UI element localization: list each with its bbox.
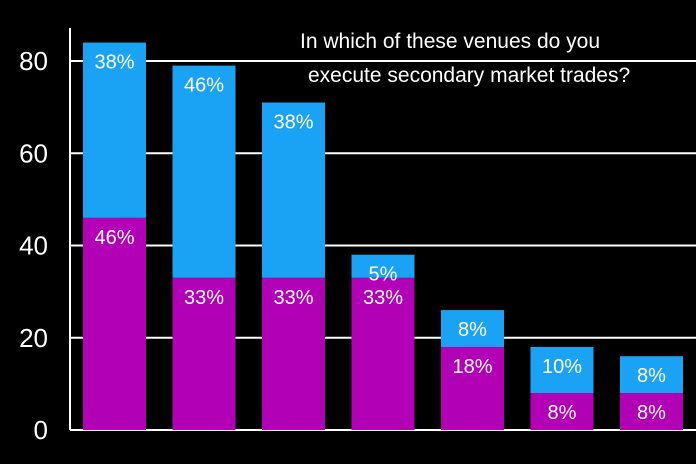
- bars: [83, 42, 683, 430]
- chart-title-line-1: In which of these venues do you: [300, 30, 600, 53]
- data-label-4-series-2: 5%: [369, 264, 398, 286]
- bar-3-series-1: [262, 277, 325, 430]
- chart-title: In which of these venues do you execute s…: [300, 30, 630, 87]
- data-label-5-series-2: 8%: [458, 319, 487, 341]
- data-label-6-series-1: 8%: [548, 402, 577, 424]
- y-axis-ticks: 0 20 40 60 80: [19, 46, 48, 445]
- bar-4-series-2: [351, 254, 415, 278]
- y-tick-label-60: 60: [19, 138, 48, 168]
- data-label-2-series-2: 46%: [184, 75, 224, 97]
- data-label-1-series-2: 38%: [94, 52, 134, 74]
- bar-6-series-1: [530, 393, 594, 430]
- y-tick-label-20: 20: [19, 323, 48, 353]
- bar-4-series-1: [351, 277, 415, 430]
- data-label-5-series-1: 18%: [452, 356, 492, 378]
- data-label-3-series-1: 33%: [273, 287, 313, 309]
- bar-6-series-2: [530, 346, 594, 394]
- data-label-3-series-2: 38%: [273, 112, 313, 134]
- bar-5-series-1: [441, 346, 504, 430]
- y-tick-label-40: 40: [19, 231, 48, 261]
- data-labels: 46%38%33%46%33%38%33%5%18%8%8%10%8%8%: [94, 52, 666, 425]
- bar-3-series-2: [262, 102, 325, 278]
- data-label-6-series-2: 10%: [542, 356, 582, 378]
- chart-title-line-2: execute secondary market trades?: [308, 64, 630, 87]
- bar-5-series-2: [441, 310, 504, 347]
- data-label-1-series-1: 46%: [94, 227, 134, 249]
- data-label-7-series-2: 8%: [637, 365, 666, 387]
- data-label-4-series-1: 33%: [363, 287, 403, 309]
- bar-1-series-1: [83, 217, 146, 430]
- data-label-7-series-1: 8%: [637, 402, 666, 424]
- data-label-2-series-1: 33%: [184, 287, 224, 309]
- bar-7-series-1: [620, 393, 683, 430]
- bar-2-series-1: [172, 277, 236, 430]
- y-tick-label-0: 0: [34, 415, 48, 445]
- y-tick-label-80: 80: [19, 46, 48, 76]
- bar-7-series-2: [620, 356, 683, 394]
- bar-2-series-2: [172, 65, 236, 278]
- bar-1-series-2: [83, 42, 146, 218]
